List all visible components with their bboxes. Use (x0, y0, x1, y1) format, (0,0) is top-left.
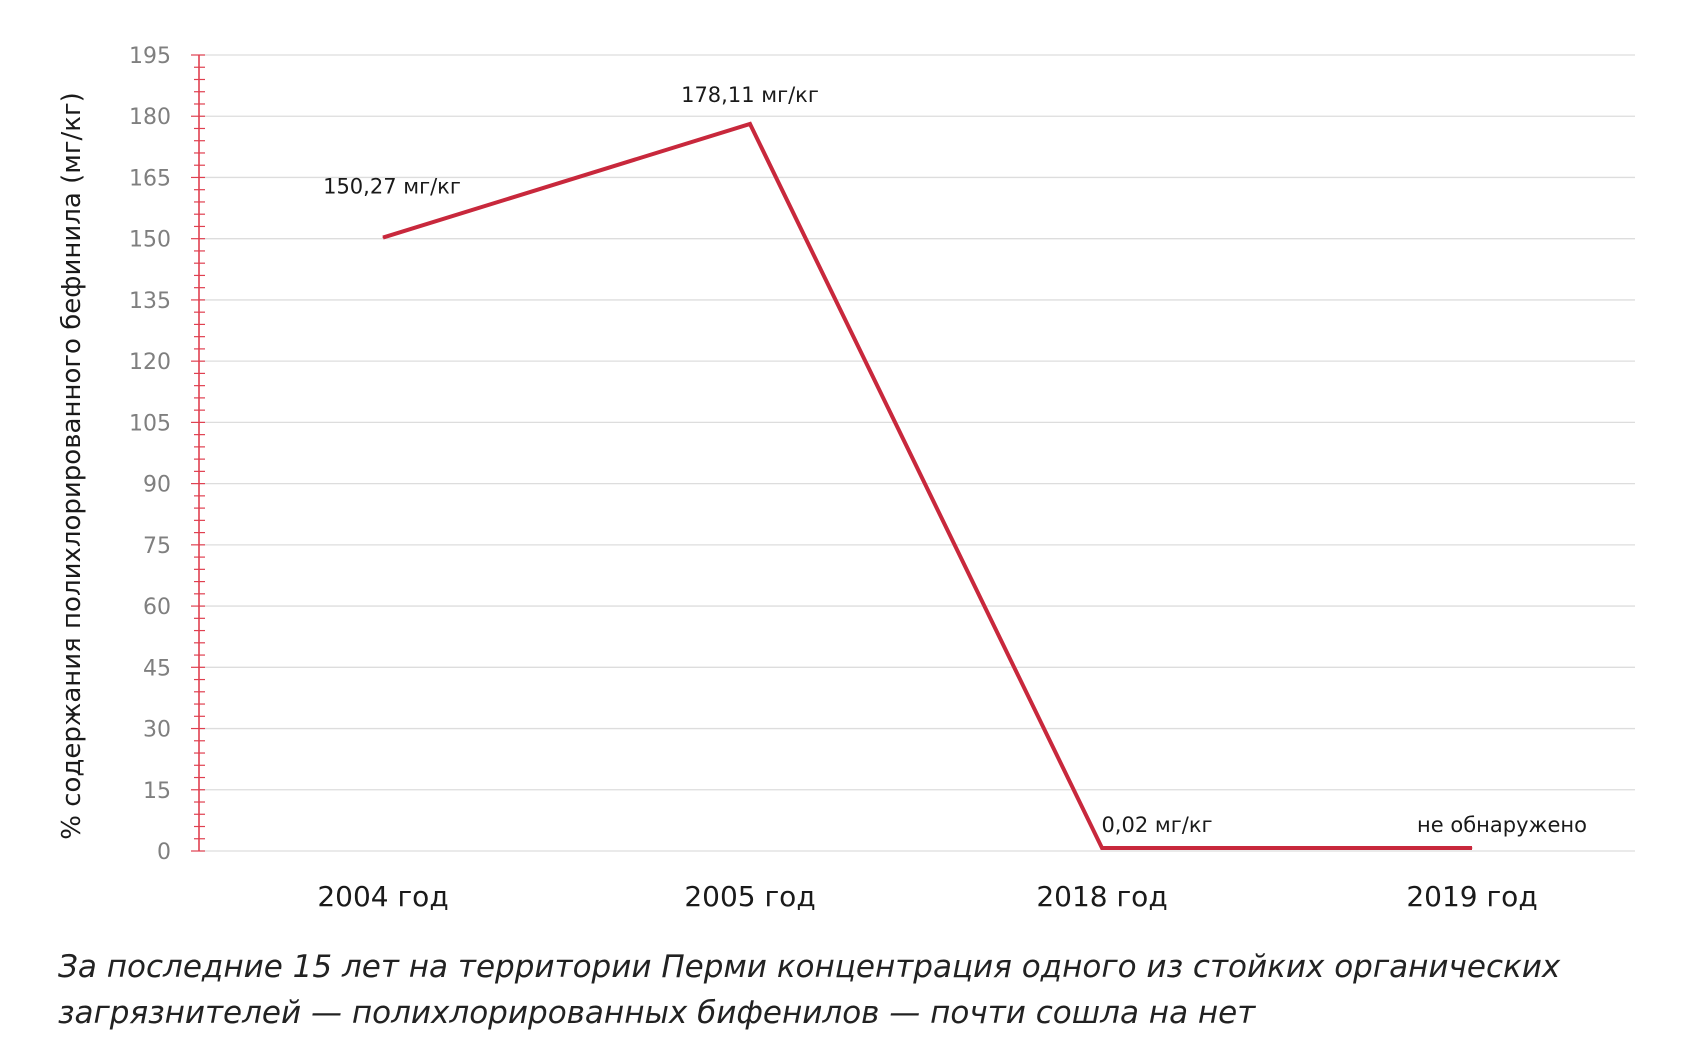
series-line-group (382, 121, 1473, 850)
y-tick-label: 135 (129, 289, 171, 314)
y-tick-label: 60 (143, 595, 171, 620)
y-axis (191, 54, 205, 852)
data-point (1101, 847, 1103, 849)
data-labels: 150,27 мг/кг 178,11 мг/кг 0,02 мг/кг не обн… (323, 83, 1587, 837)
x-tick-label: 2005 год (684, 880, 815, 913)
y-tick-label: 120 (129, 350, 171, 375)
y-tick-label: 90 (143, 473, 171, 498)
y-tick-label: 75 (143, 534, 171, 559)
y-tick-label: 15 (143, 779, 171, 804)
gridlines (199, 54, 1635, 852)
x-tick-label: 2004 год (317, 880, 448, 913)
y-tick-label: 165 (129, 166, 171, 191)
y-tick-label: 195 (129, 44, 171, 69)
y-tick-label: 105 (129, 411, 171, 436)
series-line (382, 121, 1472, 850)
y-tick-labels: 0 15 30 45 60 75 90 105 120 135 150 165 180 195 (129, 44, 171, 865)
data-label: 178,11 мг/кг (681, 83, 819, 107)
y-tick-label: 30 (143, 718, 171, 743)
x-tick-label: 2019 год (1406, 880, 1537, 913)
data-label: 0,02 мг/кг (1101, 813, 1212, 837)
x-tick-labels: 2004 год 2005 год 2018 год 2019 год (317, 880, 1537, 913)
y-tick-label: 0 (157, 840, 171, 865)
x-tick-label: 2018 год (1036, 880, 1167, 913)
data-point (382, 237, 384, 239)
y-tick-label: 45 (143, 656, 171, 681)
data-label: не обнаружено (1417, 813, 1587, 837)
chart-caption: За последние 15 лет на территории Перми … (58, 949, 1561, 1031)
data-point (1471, 847, 1473, 849)
data-label: 150,27 мг/кг (323, 175, 461, 199)
data-point (749, 123, 751, 125)
y-axis-title: % содержания полихлорированного бефинила… (57, 92, 87, 840)
y-tick-label: 180 (129, 105, 171, 130)
y-tick-label: 150 (129, 228, 171, 253)
